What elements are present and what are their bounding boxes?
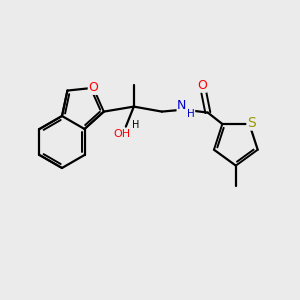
Text: O: O (197, 79, 207, 92)
Text: O: O (88, 81, 98, 94)
Text: OH: OH (113, 129, 130, 139)
Text: N: N (177, 99, 187, 112)
Text: S: S (247, 116, 256, 130)
Text: H: H (187, 109, 195, 118)
Text: H: H (132, 120, 140, 130)
